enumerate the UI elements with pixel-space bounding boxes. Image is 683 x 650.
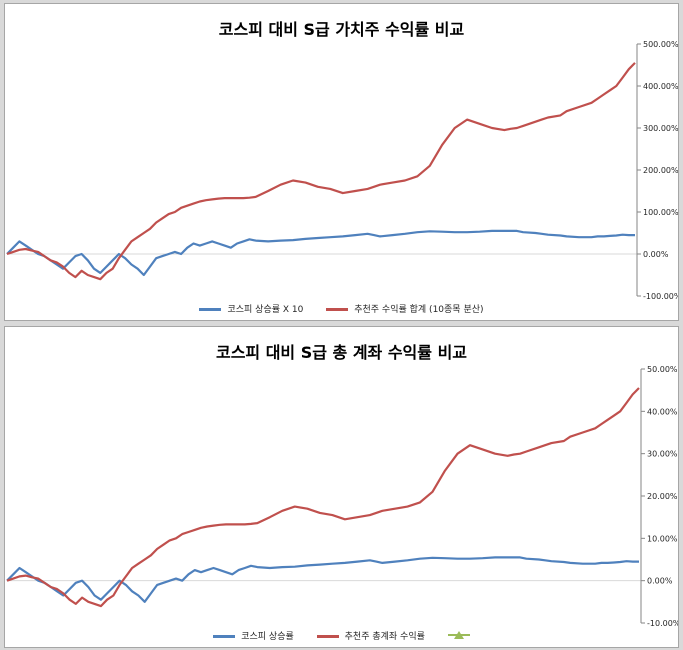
chart-2-y-tick-label: 0.00% bbox=[647, 577, 673, 586]
chart-1-y-tick-label: -100.00% bbox=[643, 292, 678, 301]
chart-2-y-tick-label: -10.00% bbox=[647, 619, 678, 628]
chart-2-legend-item-marker bbox=[447, 630, 470, 641]
chart-2-legend-item-kospi: 코스피 상승률 bbox=[213, 629, 294, 642]
chart-2-y-tick-label: 40.00% bbox=[647, 407, 678, 416]
legend-line-swatch bbox=[199, 308, 222, 311]
chart-2-y-tick-label: 50.00% bbox=[647, 365, 678, 374]
legend-line-swatch bbox=[326, 308, 349, 311]
chart-1-y-tick-label: 200.00% bbox=[643, 166, 678, 175]
chart-1-series-line-0 bbox=[6, 229, 635, 277]
chart-1-series-line-1 bbox=[6, 62, 636, 281]
triangle-marker-icon bbox=[447, 630, 470, 640]
chart-2-plot: 50.00% 40.00% 30.00% 20.00% 10.00% 0.00% -10.0… bbox=[6, 365, 678, 628]
chart-panel-1: 500.00% 400.00% 300.00% 200.00% 100.00% 0.00%… bbox=[4, 3, 679, 321]
chart-2-title: 코스피 대비 S급 총 계좌 수익률 비교 bbox=[215, 343, 468, 362]
chart-panel-2: 50.00% 40.00% 30.00% 20.00% 10.00% 0.00% -10.0… bbox=[4, 326, 679, 648]
chart-1-legend-kospi-label: 코스피 상승률 X 10 bbox=[227, 305, 304, 315]
chart-1-plot: 500.00% 400.00% 300.00% 200.00% 100.00% 0.00%… bbox=[6, 40, 678, 301]
chart-1-title: 코스피 대비 S급 가치주 수익률 비교 bbox=[218, 20, 465, 39]
chart-2-y-tick-label: 20.00% bbox=[647, 492, 678, 501]
legend-line-swatch bbox=[316, 635, 339, 638]
chart-2-legend-item-picks: 추천주 총계좌 수익률 bbox=[316, 629, 425, 642]
chart-1-legend-item-picks: 추천주 수익률 합계 (10종목 분산) bbox=[326, 302, 484, 315]
chart-2-legend: 코스피 상승률 추천주 총계좌 수익률 bbox=[5, 629, 678, 642]
chart-1-legend-picks-label: 추천주 수익률 합계 (10종목 분산) bbox=[354, 305, 484, 315]
chart-2-series-line-0 bbox=[6, 556, 639, 603]
chart-2-y-tick-label: 30.00% bbox=[647, 450, 678, 459]
chart-1-y-tick-label: 300.00% bbox=[643, 124, 678, 133]
chart-2-legend-kospi-label: 코스피 상승률 bbox=[241, 632, 294, 642]
legend-line-swatch bbox=[213, 635, 236, 638]
chart-1-legend: 코스피 상승률 X 10 추천주 수익률 합계 (10종목 분산) bbox=[5, 302, 678, 315]
chart-2-y-tick-label: 10.00% bbox=[647, 534, 678, 543]
chart-1-y-tick-label: 100.00% bbox=[643, 208, 678, 217]
chart-1-y-tick-label: 500.00% bbox=[643, 40, 678, 49]
chart-2-series-line-1 bbox=[6, 387, 640, 608]
chart-1-legend-item-kospi: 코스피 상승률 X 10 bbox=[199, 302, 303, 315]
chart-1-y-tick-label: 400.00% bbox=[643, 82, 678, 91]
chart-2-legend-picks-label: 추천주 총계좌 수익률 bbox=[344, 632, 425, 642]
chart-1-y-tick-label: 0.00% bbox=[643, 250, 669, 259]
